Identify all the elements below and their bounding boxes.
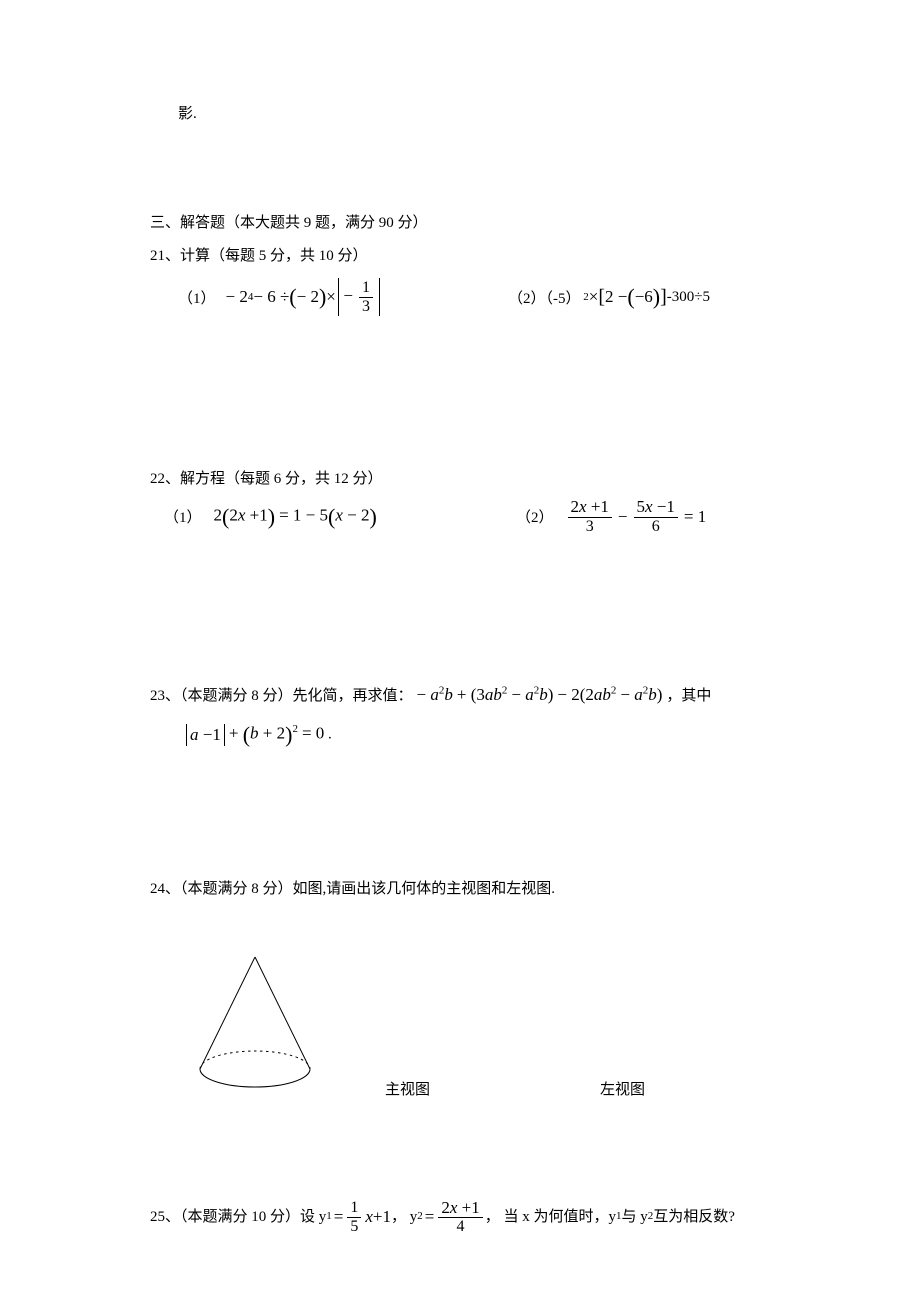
q21-p1-expr: − 24 − 6 ÷ (− 2) × − 13 [226, 274, 383, 320]
q24-label: 24、（本题满分 8 分）如图,请画出该几何体的主视图和左视图. [150, 881, 555, 897]
q22-header: 22、解方程（每题 6 分，共 12 分） [150, 465, 770, 494]
q22-part1: （1） 2(2x +1) = 1 − 5(x − 2) [164, 504, 516, 530]
section3-header: 三、解答题（本大题共 9 题，满分 90 分） [150, 209, 770, 238]
q24-fig2-label: 左视图 [600, 1078, 645, 1099]
section3-header-text: 三、解答题（本大题共 9 题，满分 90 分） [150, 215, 428, 231]
q22-header-text: 22、解方程（每题 6 分，共 12 分） [150, 471, 383, 487]
q21-p1-label: （1） [178, 287, 216, 308]
q21-p2-times: × [589, 287, 599, 307]
q24-fig1-label: 主视图 [385, 1078, 430, 1099]
q21-problems: （1） − 24 − 6 ÷ (− 2) × − 13 （2）（-5） 2 × … [150, 274, 770, 320]
q24-figure-row: 主视图 左视图 [150, 949, 770, 1099]
fragment: 影. [178, 106, 197, 122]
q23-abs: a −1 [186, 724, 225, 746]
q21-p2-label: （2）（-5） [508, 287, 581, 308]
q22-p2-label: （2） [516, 506, 554, 527]
q22-part2: （2） 2x +13 − 5x −16 = 1 [516, 498, 706, 535]
fragment-text: 影. [150, 100, 770, 129]
q23-tail: ，其中 [666, 688, 711, 704]
q21-part2: （2）（-5） 2 × [ 2 − (−6) ] -300÷5 [508, 284, 710, 310]
q25-tail2: 与 y [622, 1204, 648, 1231]
section-3: 三、解答题（本大题共 9 题，满分 90 分） 21、计算（每题 5 分，共 1… [150, 209, 770, 1236]
q21-p2-exp: 2 [581, 291, 589, 303]
q23-line2: a −1 + (b + 2)2 = 0 . [150, 715, 770, 755]
q23-expr: − a2b + (3ab2 − a2b) − 2(2ab2 − a2b) [417, 687, 667, 704]
q25-tail3: 互为相反数? [653, 1204, 735, 1231]
q25-mid: ， y [391, 1204, 417, 1231]
q25: 25、（本题满分 10 分）设 y1 = 15 x +1 ， y2 = 2x +… [150, 1199, 770, 1236]
q21-header: 21、计算（每题 5 分，共 10 分） [150, 242, 770, 271]
q24: 24、（本题满分 8 分）如图,请画出该几何体的主视图和左视图. [150, 875, 770, 904]
q22-p2-expr: 2x +13 − 5x −16 = 1 [566, 498, 707, 535]
q25-tail1: ， 当 x 为何值时，y [485, 1204, 616, 1231]
q22-p1-label: （1） [164, 506, 202, 527]
q21-header-text: 21、计算（每题 5 分，共 10 分） [150, 248, 368, 264]
q23: 23、（本题满分 8 分）先化简，再求值： − a2b + (3ab2 − a2… [150, 680, 770, 711]
q23-label: 23、（本题满分 8 分）先化简，再求值： [150, 688, 413, 704]
q21-p2-tail: -300÷5 [667, 289, 710, 306]
q21-part1: （1） − 24 − 6 ÷ (− 2) × − 13 [178, 274, 508, 320]
q22-p1-expr: 2(2x +1) = 1 − 5(x − 2) [214, 504, 377, 530]
cone-icon [190, 949, 320, 1099]
q22-problems: （1） 2(2x +1) = 1 − 5(x − 2) （2） 2x +13 −… [150, 498, 770, 535]
q25-prefix: 25、（本题满分 10 分）设 y [150, 1204, 326, 1231]
